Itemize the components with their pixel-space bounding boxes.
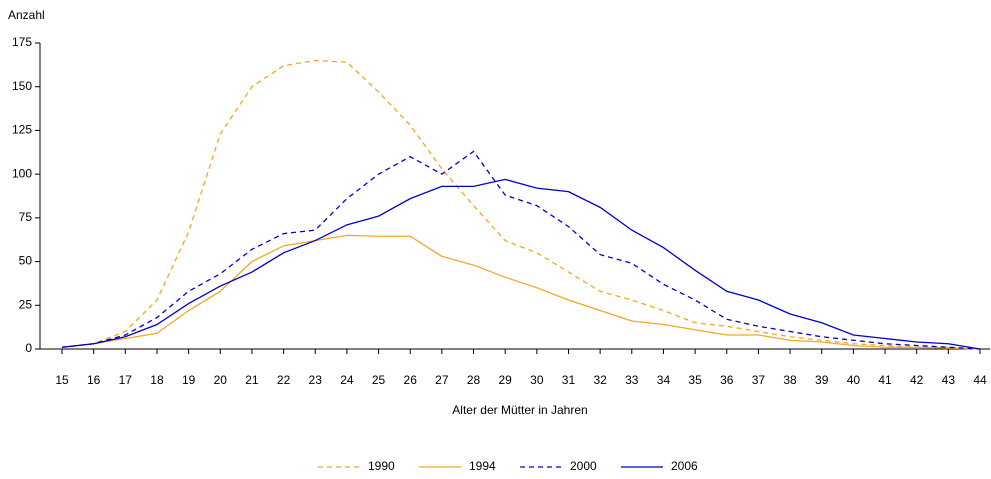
x-tick-label: 30 xyxy=(530,373,544,387)
y-tick-label: 50 xyxy=(19,254,33,268)
x-tick-label: 31 xyxy=(562,373,576,387)
x-tick-label: 37 xyxy=(752,373,766,387)
series-line xyxy=(61,59,981,350)
legend-label: 1990 xyxy=(368,459,395,473)
y-tick-label: 25 xyxy=(19,297,33,311)
x-tick-label: 29 xyxy=(498,373,512,387)
x-tick-label: 33 xyxy=(625,373,639,387)
x-tick-label: 20 xyxy=(214,373,228,387)
x-tick-label: 16 xyxy=(87,373,101,387)
x-tick-label: 19 xyxy=(182,373,196,387)
x-axis-label: Alter der Mütter in Jahren xyxy=(452,403,587,417)
x-tick-label: 34 xyxy=(657,373,671,387)
x-tick-label: 17 xyxy=(119,373,133,387)
series-line xyxy=(61,178,981,350)
x-tick-label: 27 xyxy=(435,373,449,387)
x-tick-label: 32 xyxy=(593,373,607,387)
x-tick-label: 40 xyxy=(847,373,861,387)
legend-label: 2006 xyxy=(671,459,698,473)
x-tick-label: 15 xyxy=(55,373,69,387)
y-tick-label: 100 xyxy=(12,166,32,180)
x-tick-label: 18 xyxy=(150,373,164,387)
x-tick-label: 38 xyxy=(783,373,797,387)
x-tick-label: 28 xyxy=(467,373,481,387)
y-tick-label: 125 xyxy=(12,123,32,137)
x-tick-label: 24 xyxy=(340,373,354,387)
legend-label: 2000 xyxy=(570,459,597,473)
y-tick-label: 150 xyxy=(12,79,32,93)
y-tick-label: 75 xyxy=(19,210,33,224)
series-line xyxy=(61,234,981,350)
x-tick-label: 36 xyxy=(720,373,734,387)
legend-label: 1994 xyxy=(469,459,496,473)
x-tick-label: 43 xyxy=(942,373,956,387)
x-tick-label: 26 xyxy=(404,373,418,387)
x-tick-label: 21 xyxy=(245,373,259,387)
x-tick-label: 41 xyxy=(878,373,892,387)
y-axis-label: Anzahl xyxy=(8,8,45,22)
y-tick-label: 0 xyxy=(25,341,32,355)
x-tick-label: 35 xyxy=(688,373,702,387)
series-line xyxy=(61,150,981,350)
x-tick-label: 25 xyxy=(372,373,386,387)
x-tick-label: 42 xyxy=(910,373,924,387)
x-tick-label: 23 xyxy=(309,373,323,387)
x-tick-label: 44 xyxy=(973,373,987,387)
x-tick-label: 22 xyxy=(277,373,291,387)
y-tick-label: 175 xyxy=(12,35,32,49)
x-tick-label: 39 xyxy=(815,373,829,387)
